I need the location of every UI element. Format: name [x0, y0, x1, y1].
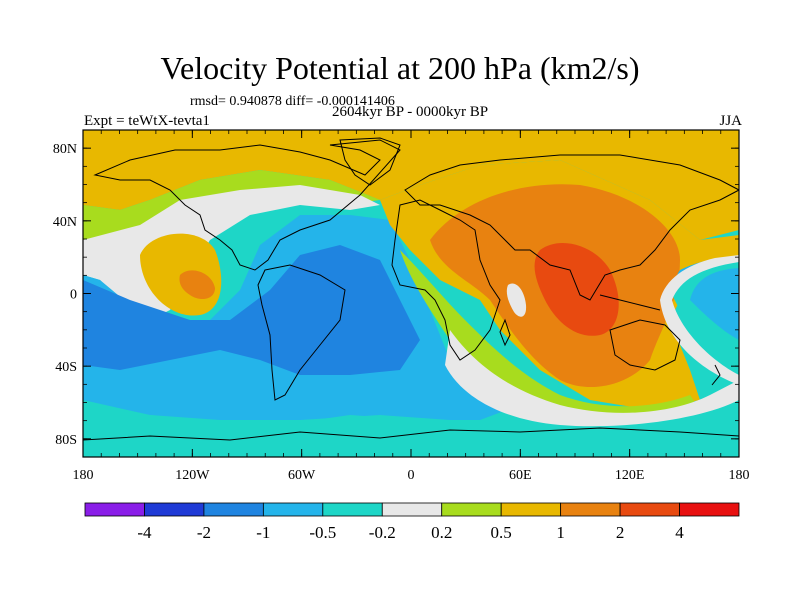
y-tick-label: 0: [70, 288, 77, 303]
chart-subtitle: 2604kyr BP - 0000kyr BP: [331, 104, 489, 120]
coast-antarctica: [83, 427, 739, 441]
colorbar-swatch: [679, 502, 740, 517]
coast-africa: [391, 199, 501, 361]
colorbar-label: 0.2: [431, 523, 452, 542]
contour-fill: [83, 130, 739, 457]
x-tick-label: 0: [408, 468, 415, 483]
x-tick-label: 120E: [615, 468, 645, 483]
contour-neutral-islet: [506, 283, 527, 317]
colorbar-swatch: [381, 502, 443, 517]
x-tick-label: 180: [729, 468, 750, 483]
coast-indonesia: [599, 294, 661, 311]
x-tick-label: 60E: [509, 468, 532, 483]
colorbar-label: 4: [675, 523, 684, 542]
colorbar-label: -1: [256, 523, 270, 542]
season-label: JJA: [719, 113, 742, 129]
colorbar-label: -2: [197, 523, 211, 542]
coast-north-america: [93, 139, 401, 271]
y-tick-label: 40S: [55, 360, 77, 375]
experiment-label: Expt = teWtX-tevta1: [84, 113, 210, 129]
colorbar-swatch: [500, 502, 562, 517]
y-tick-label: 80N: [53, 142, 77, 157]
x-axis: 180 120W 60W 0 60E 120E 180: [73, 130, 750, 483]
contour-pos-weak-africa: [400, 250, 700, 418]
coast-south-america: [257, 264, 346, 401]
colorbar: -4 -2 -1 -0.5 -0.2 0.2 0.5 1 2 4: [84, 502, 740, 542]
colorbar-swatch: [203, 502, 264, 517]
colorbar-swatch: [144, 502, 205, 517]
colorbar-label: 0.5: [491, 523, 512, 542]
colorbar-label: -4: [137, 523, 152, 542]
coastlines: [83, 137, 739, 441]
colorbar-label: 2: [616, 523, 625, 542]
contour-neg-strong-atlantic: [83, 245, 420, 375]
colorbar-label: 1: [556, 523, 565, 542]
x-tick-label: 120W: [175, 468, 210, 483]
contour-neg-east-weak: [670, 262, 739, 375]
contour-neg-weak-south: [83, 400, 739, 457]
contour-pos-mid-north: [83, 130, 739, 240]
coast-australia: [609, 319, 681, 371]
y-axis: 80N 40N 0 40S 80S: [53, 129, 739, 458]
colorbar-swatch: [441, 502, 502, 517]
coast-greenland: [339, 137, 401, 186]
stats-text: rmsd= 0.940878 diff= -0.000141406: [190, 94, 395, 109]
colorbar-label: -0.2: [369, 523, 396, 542]
chart-title: Velocity Potential at 200 hPa (km2/s): [160, 50, 640, 86]
colorbar-swatch: [560, 502, 621, 517]
coast-new-zealand: [711, 364, 721, 386]
colorbar-swatch: [84, 502, 145, 517]
colorbar-swatch: [262, 502, 324, 517]
colorbar-swatch: [619, 502, 680, 517]
colorbar-swatch: [322, 502, 383, 517]
x-tick-label: 60W: [288, 468, 316, 483]
y-tick-label: 40N: [53, 215, 77, 230]
contour-neutral-east: [660, 255, 739, 385]
contour-neutral-south: [445, 330, 739, 427]
coast-madagascar: [499, 318, 511, 347]
y-tick-label: 80S: [55, 433, 77, 448]
coast-eurasia: [404, 154, 739, 301]
colorbar-label: -0.5: [309, 523, 336, 542]
x-tick-label: 180: [73, 468, 94, 483]
contour-pos-strong-pacific: [179, 270, 215, 300]
